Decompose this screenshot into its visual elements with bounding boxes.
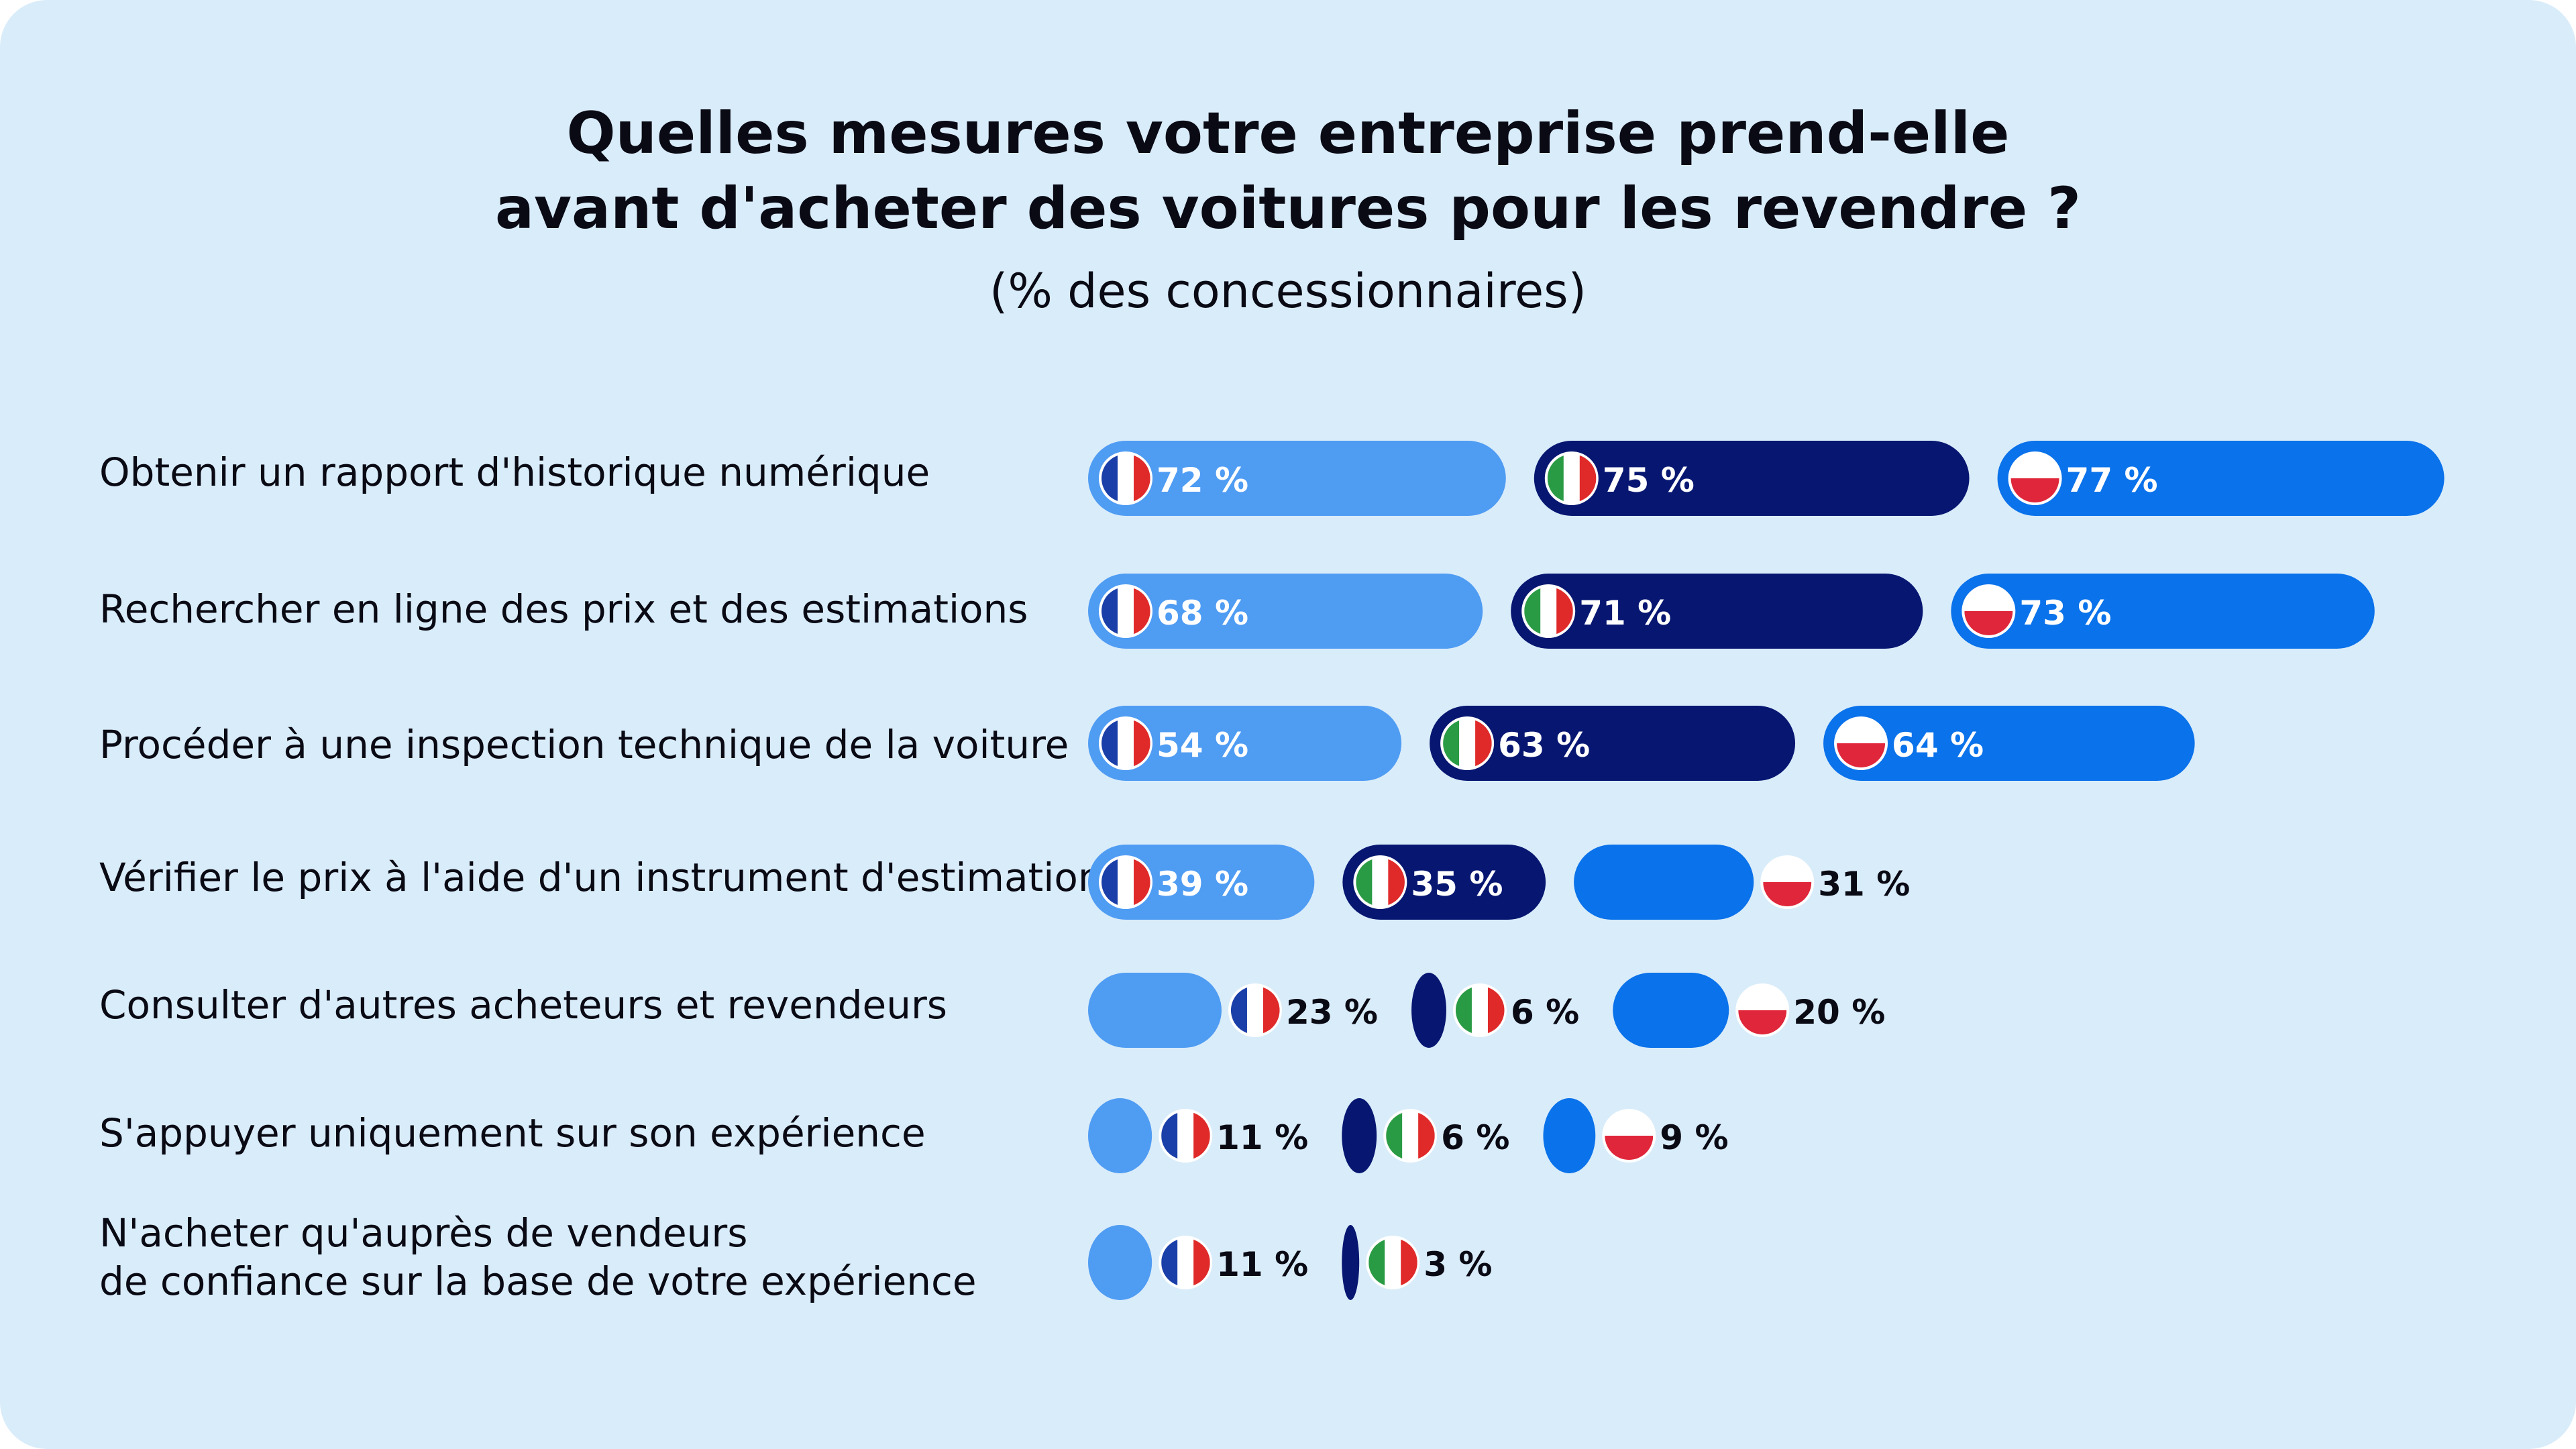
value-label-fr-row-2: 54 %	[1157, 726, 1248, 765]
bar-pl-row-1	[1951, 574, 2375, 649]
category-label-own-experience: S'appuyer uniquement sur son expérience	[99, 1110, 926, 1156]
flag-pl-icon	[1962, 584, 2016, 638]
bar-group-it-5: 6 %	[1342, 1098, 1509, 1173]
bar-group-it-6: 3 %	[1342, 1225, 1492, 1300]
bar-group-pl-4: 20 %	[1613, 973, 1885, 1048]
flag-pl-icon	[1602, 1109, 1656, 1163]
bar-group-fr-6: 11 %	[1088, 1225, 1308, 1300]
bar-it-row-6	[1342, 1225, 1360, 1300]
flag-fr-icon	[1099, 716, 1152, 770]
value-label-fr-row-5: 11 %	[1216, 1118, 1308, 1157]
bar-group-pl-5: 9 %	[1543, 1098, 1729, 1173]
bar-group-it-0: 75 %	[1534, 441, 1970, 516]
bar-group-it-3: 35 %	[1342, 845, 1546, 920]
value-label-fr-row-1: 68 %	[1157, 594, 1248, 633]
category-label-estimation-tool: Vérifier le prix à l'aide d'un instrumen…	[99, 855, 1103, 900]
bar-fr-row-2	[1088, 706, 1402, 781]
value-label-fr-row-0: 72 %	[1157, 461, 1248, 500]
bar-group-fr-4: 23 %	[1088, 973, 1378, 1048]
value-label-fr-row-4: 23 %	[1286, 993, 1378, 1032]
bar-pl-row-2	[1823, 706, 2195, 781]
bar-group-it-2: 63 %	[1430, 706, 1796, 781]
bar-fr-row-5	[1088, 1098, 1152, 1173]
flag-fr-icon	[1099, 584, 1152, 638]
flag-it-icon	[1521, 584, 1576, 638]
bar-it-row-4	[1411, 973, 1446, 1048]
bar-group-fr-5: 11 %	[1088, 1098, 1308, 1173]
category-label-trusted-sellers-line-1: N'acheter qu'auprès de vendeurs	[99, 1210, 748, 1256]
bar-it-row-2	[1430, 706, 1796, 781]
category-label-online-price-research: Rechercher en ligne des prix et des esti…	[99, 586, 1028, 632]
value-label-pl-row-3: 31 %	[1818, 865, 1910, 904]
flag-it-icon	[1366, 1236, 1420, 1289]
bar-pl-row-3	[1574, 845, 1754, 920]
value-label-it-row-1: 71 %	[1579, 594, 1671, 633]
bar-group-fr-3: 39 %	[1088, 845, 1315, 920]
value-label-it-row-0: 75 %	[1603, 461, 1695, 500]
bar-it-row-5	[1342, 1098, 1377, 1173]
flag-it-icon	[1544, 451, 1599, 505]
value-label-pl-row-5: 9 %	[1660, 1118, 1728, 1157]
value-label-it-row-4: 6 %	[1511, 993, 1579, 1032]
flag-fr-icon	[1099, 451, 1152, 505]
bar-pl-row-4	[1613, 973, 1729, 1048]
value-label-pl-row-1: 73 %	[2019, 594, 2111, 633]
bar-it-row-0	[1534, 441, 1970, 516]
flag-pl-icon	[1834, 716, 1888, 770]
value-label-it-row-3: 35 %	[1411, 865, 1503, 904]
bar-it-row-1	[1511, 574, 1923, 649]
bar-group-it-1: 71 %	[1511, 574, 1923, 649]
bar-group-fr-2: 54 %	[1088, 706, 1402, 781]
flag-fr-icon	[1099, 855, 1152, 909]
flag-it-icon	[1440, 716, 1495, 770]
bar-fr-row-0	[1088, 441, 1506, 516]
flag-fr-icon	[1159, 1109, 1213, 1163]
value-label-pl-row-4: 20 %	[1793, 993, 1885, 1032]
bar-pl-row-5	[1543, 1098, 1596, 1173]
value-label-pl-row-2: 64 %	[1892, 726, 1984, 765]
chart-title-line-1: Quelles mesures votre entreprise prend-e…	[566, 100, 2010, 167]
category-label-technical-inspection: Procéder à une inspection technique de l…	[99, 722, 1069, 767]
category-label-digital-history-report: Obtenir un rapport d'historique numériqu…	[99, 449, 930, 495]
flag-pl-icon	[1760, 855, 1815, 909]
flag-fr-icon	[1228, 983, 1282, 1037]
bar-pl-row-0	[1997, 441, 2445, 516]
value-label-fr-row-6: 11 %	[1216, 1245, 1308, 1284]
bar-fr-row-6	[1088, 1225, 1152, 1300]
bar-fr-row-1	[1088, 574, 1483, 649]
chart-title-line-2: avant d'acheter des voitures pour les re…	[494, 175, 2082, 242]
value-label-it-row-2: 63 %	[1498, 726, 1590, 765]
flag-it-icon	[1383, 1109, 1438, 1163]
bar-group-pl-3: 31 %	[1574, 845, 1910, 920]
value-label-pl-row-0: 77 %	[2066, 461, 2158, 500]
bar-group-pl-2: 64 %	[1823, 706, 2195, 781]
value-label-fr-row-3: 39 %	[1157, 865, 1248, 904]
chart-subtitle: (% des concessionnaires)	[989, 264, 1587, 319]
value-label-it-row-5: 6 %	[1441, 1118, 1509, 1157]
bar-group-fr-0: 72 %	[1088, 441, 1506, 516]
bar-group-pl-0: 77 %	[1997, 441, 2445, 516]
flag-fr-icon	[1159, 1236, 1213, 1289]
flag-pl-icon	[2008, 451, 2062, 505]
flag-it-icon	[1353, 855, 1407, 909]
bar-group-pl-1: 73 %	[1951, 574, 2375, 649]
flag-it-icon	[1452, 983, 1507, 1037]
flag-pl-icon	[1735, 983, 1790, 1037]
category-label-trusted-sellers-line-2: de confiance sur la base de votre expéri…	[99, 1258, 977, 1304]
bar-group-fr-1: 68 %	[1088, 574, 1483, 649]
value-label-it-row-6: 3 %	[1424, 1245, 1492, 1284]
bar-fr-row-4	[1088, 973, 1222, 1048]
bar-group-it-4: 6 %	[1411, 973, 1579, 1048]
category-label-consult-other-buyers: Consulter d'autres acheteurs et revendeu…	[99, 982, 948, 1028]
